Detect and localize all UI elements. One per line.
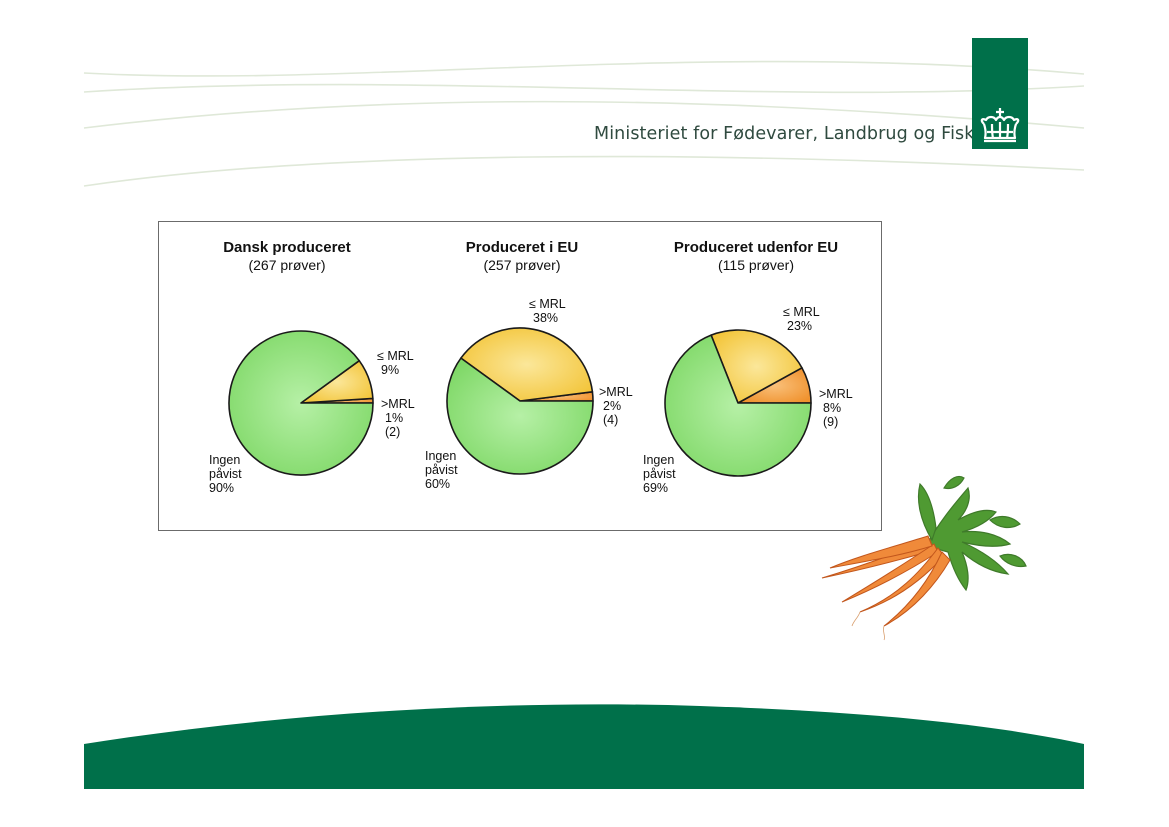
pie-charts: Dansk produceret(267 prøver) Ingen påvist 9… (209, 239, 853, 495)
slice-label-le-mrl: ≤ MRL 9% (377, 349, 414, 377)
slice-label-le-mrl: ≤ MRL 23% (783, 305, 820, 333)
slice-label-gt-mrl: >MRL 1% (2) (381, 397, 415, 439)
pie-slice-ingen-pavist (228, 330, 374, 476)
pie-subtitle: (257 prøver) (483, 257, 560, 273)
pie-slice-le-mrl (710, 329, 803, 404)
pie-title: Produceret i EU (466, 239, 579, 256)
ministry-logo (972, 38, 1028, 149)
slice-label-gt-mrl: >MRL 2% (4) (599, 385, 633, 427)
crown-icon (980, 108, 1020, 143)
slice-label-le-mrl: ≤ MRL 38% (529, 297, 566, 325)
slice-label-ingen-pavist: Ingen påvist 60% (425, 449, 458, 491)
chart-panel: Dansk produceret (267 prøver) Ingen påvist 9… (158, 221, 882, 531)
slice-label-gt-mrl: >MRL 8% (9) (819, 387, 853, 429)
pie-chart-1: Dansk produceret(267 prøver) Ingen påvist 9… (209, 239, 415, 495)
ministry-name: Ministeriet for Fødevarer, Landbrug og F… (594, 124, 997, 144)
pie-slice-ingen-pavist (664, 334, 812, 477)
pie-title: Dansk produceret (223, 239, 351, 256)
pie-chart-3: Produceret udenfor EU(115 prøver) Ingen på… (643, 239, 853, 495)
pie-subtitle: (267 prøver) (248, 257, 325, 273)
slice-label-ingen-pavist: Ingen påvist 69% (643, 453, 676, 495)
header-swoosh-lines (83, 60, 1085, 187)
pie-subtitle: (115 prøver) (718, 257, 794, 273)
pie-slice-ingen-pavist (446, 357, 594, 475)
pie-slice-le-mrl (460, 327, 594, 402)
pie-chart-2: Produceret i EU(257 prøver) Ingen påvist 60… (425, 239, 633, 491)
slice-label-ingen-pavist: Ingen påvist 90% (209, 453, 242, 495)
pie-title: Produceret udenfor EU (674, 239, 838, 256)
